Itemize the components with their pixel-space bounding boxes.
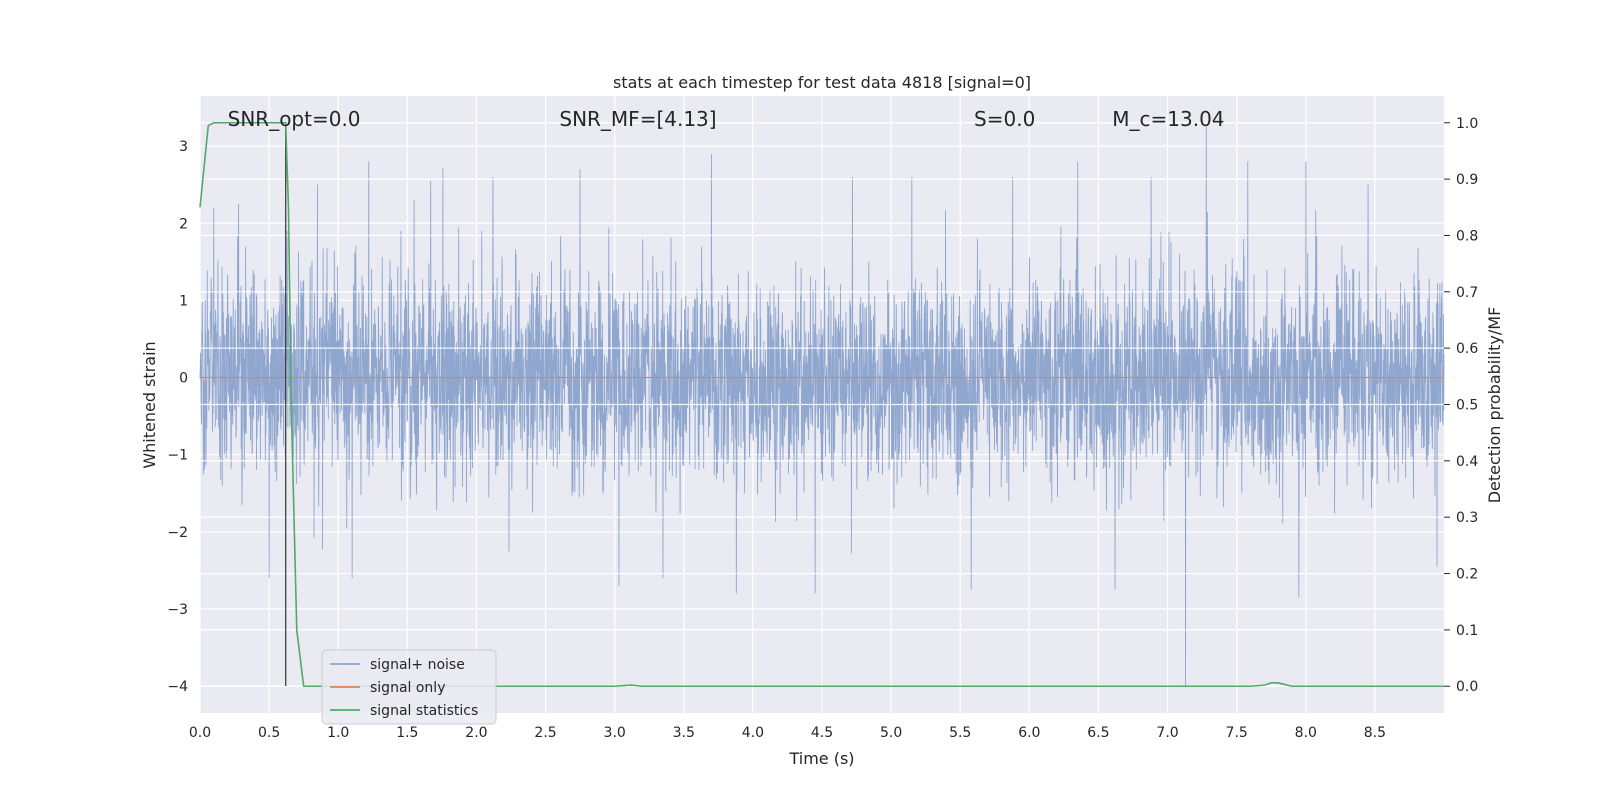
y2-tick-label: 0.5 <box>1456 398 1478 414</box>
x-tick-label: 6.5 <box>1087 725 1109 741</box>
x-tick-label: 5.5 <box>949 725 971 741</box>
y2-tick-label: 0.4 <box>1456 454 1478 470</box>
x-tick-label: 2.0 <box>465 725 487 741</box>
x-tick-label: 3.0 <box>604 725 626 741</box>
x-tick-label: 5.0 <box>880 725 902 741</box>
y-tick-label: 3 <box>179 139 188 155</box>
x-tick-label: 3.5 <box>673 725 695 741</box>
y2-tick-label: 0.7 <box>1456 285 1478 301</box>
y2-tick-label: 0.0 <box>1456 679 1478 695</box>
y2-tick-label: 0.1 <box>1456 623 1478 639</box>
x-tick-label: 8.0 <box>1295 725 1317 741</box>
y2-tick-label: 1.0 <box>1456 116 1478 132</box>
x-tick-label: 7.5 <box>1226 725 1248 741</box>
y2-tick-label: 0.8 <box>1456 228 1478 244</box>
annotations: SNR_opt=0.0 SNR_MF=[4.13] S=0.0 M_c=13.04 <box>228 107 1225 131</box>
y2-tick-label: 0.3 <box>1456 510 1478 526</box>
annotation-text: M_c=13.04 <box>1112 107 1224 131</box>
legend-label: signal only <box>370 680 445 696</box>
legend-label: signal+ noise <box>370 657 465 673</box>
x-tick-label: 1.5 <box>396 725 418 741</box>
y2-tick-label: 0.9 <box>1456 172 1478 188</box>
y-axis-label: Whitened strain <box>140 341 159 468</box>
y2-tick-label: 0.6 <box>1456 341 1478 357</box>
legend: signal+ noise signal only signal statistic… <box>321 649 497 725</box>
y-tick-label: 0 <box>179 371 188 387</box>
y-tick-label: 2 <box>179 216 188 232</box>
y-tick-label: −1 <box>167 448 188 464</box>
x-tick-label: 0.5 <box>258 725 280 741</box>
x-tick-label: 1.0 <box>327 725 349 741</box>
y2-tick-label: 0.2 <box>1456 567 1478 583</box>
annotation-text: SNR_MF=[4.13] <box>559 107 716 131</box>
x-tick-label: 7.0 <box>1156 725 1178 741</box>
axis-ticks: 0.0 0.5 1.0 1.5 2.0 2.5 3.0 3.5 4.0 4.5 5.0 5.5 6.0 6… <box>167 116 1478 741</box>
y-tick-label: 1 <box>179 293 188 309</box>
x-tick-label: 2.5 <box>534 725 556 741</box>
signal-statistics-line <box>199 121 1444 688</box>
x-tick-label: 8.5 <box>1364 725 1386 741</box>
legend-label: signal statistics <box>370 703 478 719</box>
annotation-text: S=0.0 <box>974 107 1035 131</box>
x-tick-label: 4.0 <box>742 725 764 741</box>
y2-axis-label: Detection probability/MF <box>1485 307 1504 504</box>
chart-title: stats at each timestep for test data 481… <box>613 73 1031 92</box>
annotation-text: SNR_opt=0.0 <box>228 107 361 131</box>
y-tick-label: −2 <box>167 525 188 541</box>
x-tick-label: 4.5 <box>811 725 833 741</box>
legend-box <box>321 649 497 725</box>
y-tick-label: −3 <box>167 602 188 618</box>
series-lines <box>199 121 1444 688</box>
x-axis-label: Time (s) <box>788 749 854 768</box>
x-tick-label: 0.0 <box>189 725 211 741</box>
y-tick-label: −4 <box>167 679 188 695</box>
x-tick-label: 6.0 <box>1018 725 1040 741</box>
